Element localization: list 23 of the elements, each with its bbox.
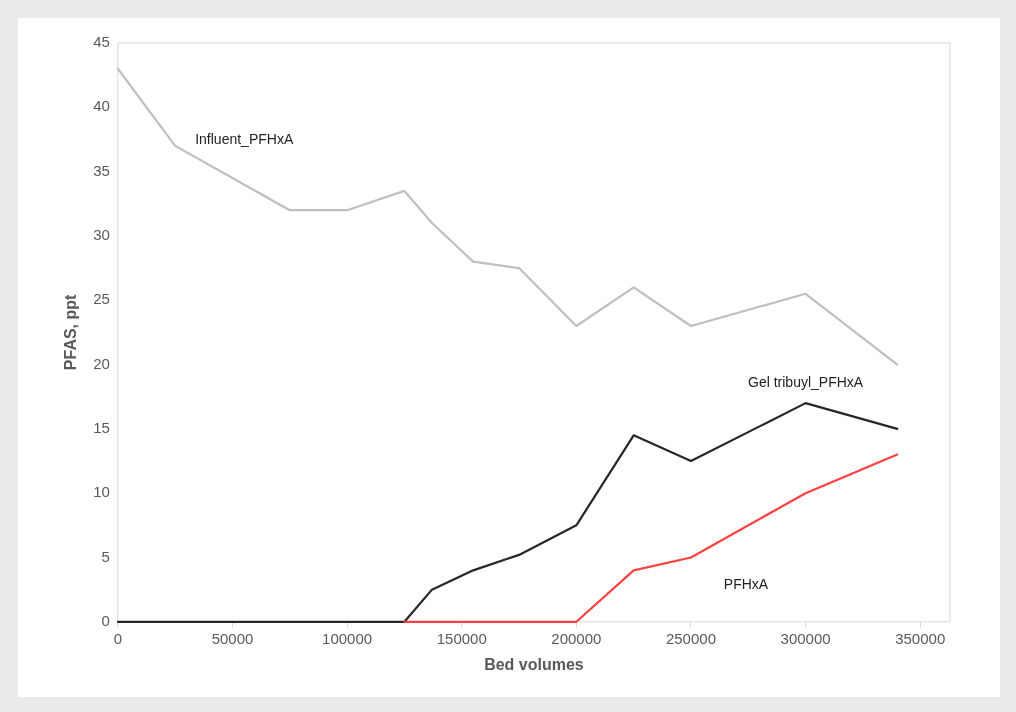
y-tick-label: 45 — [93, 33, 110, 51]
y-tick-label: 15 — [93, 419, 110, 437]
y-tick-label: 35 — [93, 161, 110, 179]
x-tick-label: 50000 — [211, 629, 254, 647]
x-tick-label: 150000 — [436, 629, 487, 647]
x-tick-label: 0 — [113, 629, 123, 647]
y-tick-label: 10 — [93, 483, 110, 501]
y-axis-title: PFAS, ppt — [62, 293, 80, 371]
text: PFHxA — [723, 576, 769, 593]
x-tick-label: 350000 — [895, 629, 946, 647]
y-tick-label: 0 — [101, 611, 110, 629]
y-tick-label: 5 — [101, 547, 110, 565]
series-label: Influent_PFHxA — [195, 130, 294, 147]
y-tick-label: 40 — [93, 97, 110, 115]
x-axis-title: Bed volumes — [484, 655, 584, 673]
y-tick-label: 25 — [93, 290, 110, 308]
series-label: Gel tribuyl_PFHxA — [748, 374, 864, 390]
x-tick-label: 100000 — [322, 629, 373, 647]
x-tick-label: 200000 — [551, 629, 602, 647]
x-tick-label: 250000 — [665, 629, 716, 647]
y-tick-label: 20 — [93, 354, 110, 372]
x-tick-label: 300000 — [780, 629, 831, 647]
y-tick-label: 30 — [93, 226, 110, 244]
